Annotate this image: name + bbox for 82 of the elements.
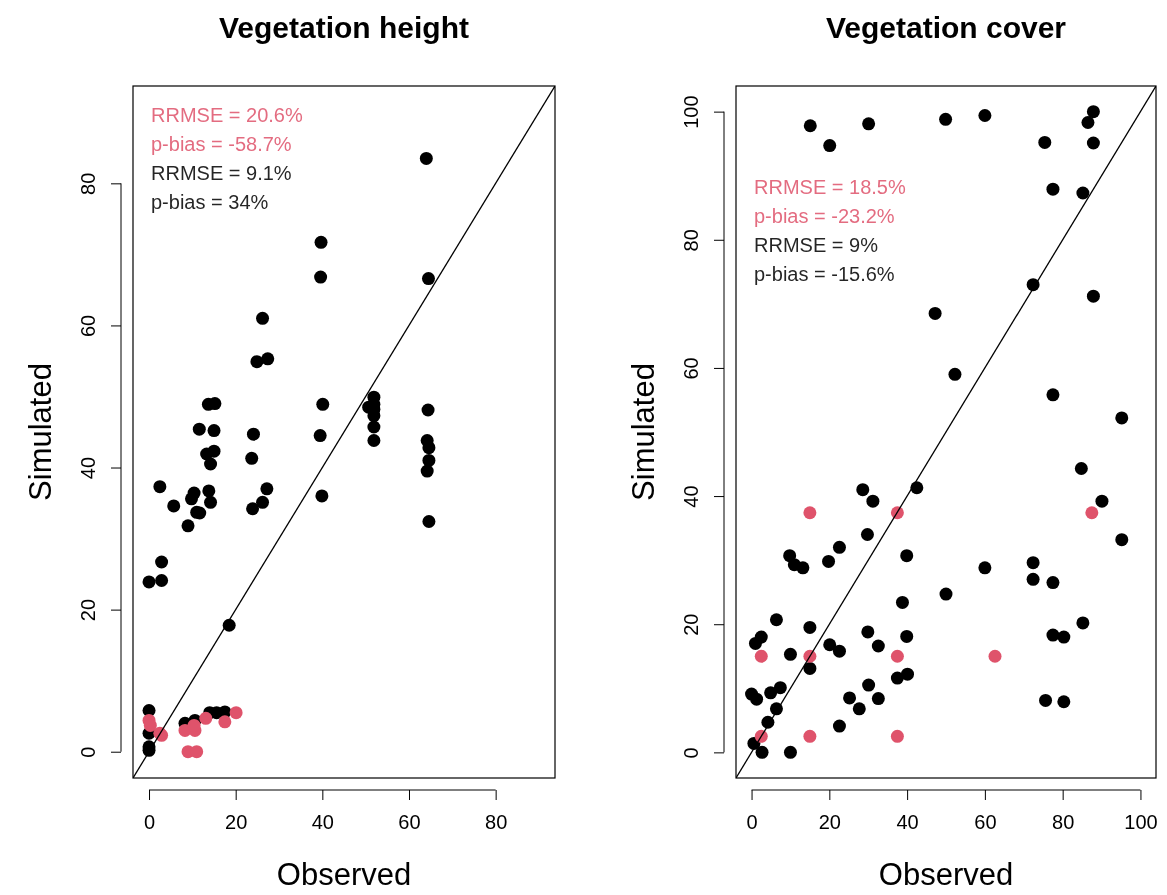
point: [420, 464, 434, 478]
point: [246, 427, 260, 441]
point: [314, 270, 328, 284]
point: [256, 495, 270, 509]
annotation: RRMSE = 9%: [754, 234, 879, 256]
point: [421, 403, 435, 417]
annotation: RRMSE = 18.5%: [754, 176, 906, 198]
point: [167, 499, 181, 513]
y-tick-label: 80: [680, 229, 702, 252]
x-tick-label: 20: [818, 811, 841, 833]
x-tick-label: 40: [311, 811, 334, 833]
point: [250, 355, 264, 369]
x-tick-label: 80: [485, 811, 508, 833]
point: [315, 489, 329, 503]
x-axis-title: Observed: [276, 857, 412, 892]
x-tick-label: 60: [398, 811, 421, 833]
annotation: p-bias = -15.6%: [754, 263, 895, 285]
x-tick-label: 0: [746, 811, 758, 833]
point: [155, 573, 169, 587]
point: [313, 429, 327, 443]
point: [314, 235, 328, 249]
y-tick-label: 20: [680, 613, 702, 636]
point: [190, 745, 204, 759]
point: [988, 649, 1002, 663]
y-tick-label: 40: [680, 485, 702, 508]
y-tick-label: 0: [77, 746, 99, 758]
point: [245, 451, 259, 465]
point: [419, 151, 433, 165]
point: [260, 482, 274, 496]
point: [155, 555, 169, 569]
point: [890, 649, 904, 663]
point: [207, 424, 221, 438]
point: [1085, 506, 1099, 520]
point: [204, 495, 218, 509]
point: [208, 397, 222, 411]
y-axis-title: Simulated: [22, 363, 58, 501]
annotation: RRMSE = 9.1%: [151, 162, 292, 184]
point: [422, 515, 436, 529]
point: [422, 441, 436, 455]
point: [261, 352, 275, 366]
point: [229, 706, 243, 720]
annotation: p-bias = -23.2%: [754, 205, 895, 227]
y-tick-label: 100: [680, 95, 702, 129]
y-tick-label: 60: [680, 357, 702, 380]
point: [803, 729, 817, 743]
x-axis-title: Observed: [878, 857, 1014, 892]
chart-title: Vegetation height: [218, 11, 470, 44]
x-tick-label: 60: [974, 811, 997, 833]
y-tick-label: 60: [77, 314, 99, 338]
annotation: p-bias = 34%: [151, 191, 269, 213]
x-tick-label: 40: [896, 811, 919, 833]
chart-title: Vegetation cover: [825, 11, 1067, 44]
point: [184, 492, 198, 506]
point: [367, 420, 381, 434]
point: [890, 729, 904, 743]
point: [256, 311, 270, 325]
x-tick-label: 80: [1052, 811, 1075, 833]
point: [218, 715, 232, 729]
point: [422, 453, 436, 467]
point: [246, 502, 260, 516]
point: [316, 397, 330, 411]
point: [421, 272, 435, 286]
annotation: RRMSE = 20.6%: [151, 104, 303, 126]
point: [199, 711, 213, 725]
y-tick-label: 0: [680, 747, 702, 759]
point: [754, 649, 768, 663]
point: [181, 519, 195, 533]
point: [192, 422, 206, 436]
x-tick-label: 20: [225, 811, 248, 833]
x-tick-label: 0: [143, 811, 156, 833]
point: [803, 506, 817, 520]
y-tick-label: 40: [77, 456, 99, 480]
point: [153, 480, 167, 494]
y-axis-title: Simulated: [625, 363, 661, 501]
annotation: p-bias = -58.7%: [151, 133, 292, 155]
point: [367, 434, 381, 448]
point: [202, 484, 216, 498]
y-tick-label: 20: [77, 598, 99, 622]
point: [204, 457, 218, 471]
point: [142, 575, 156, 589]
x-tick-label: 100: [1124, 811, 1158, 833]
y-tick-label: 80: [77, 172, 99, 195]
